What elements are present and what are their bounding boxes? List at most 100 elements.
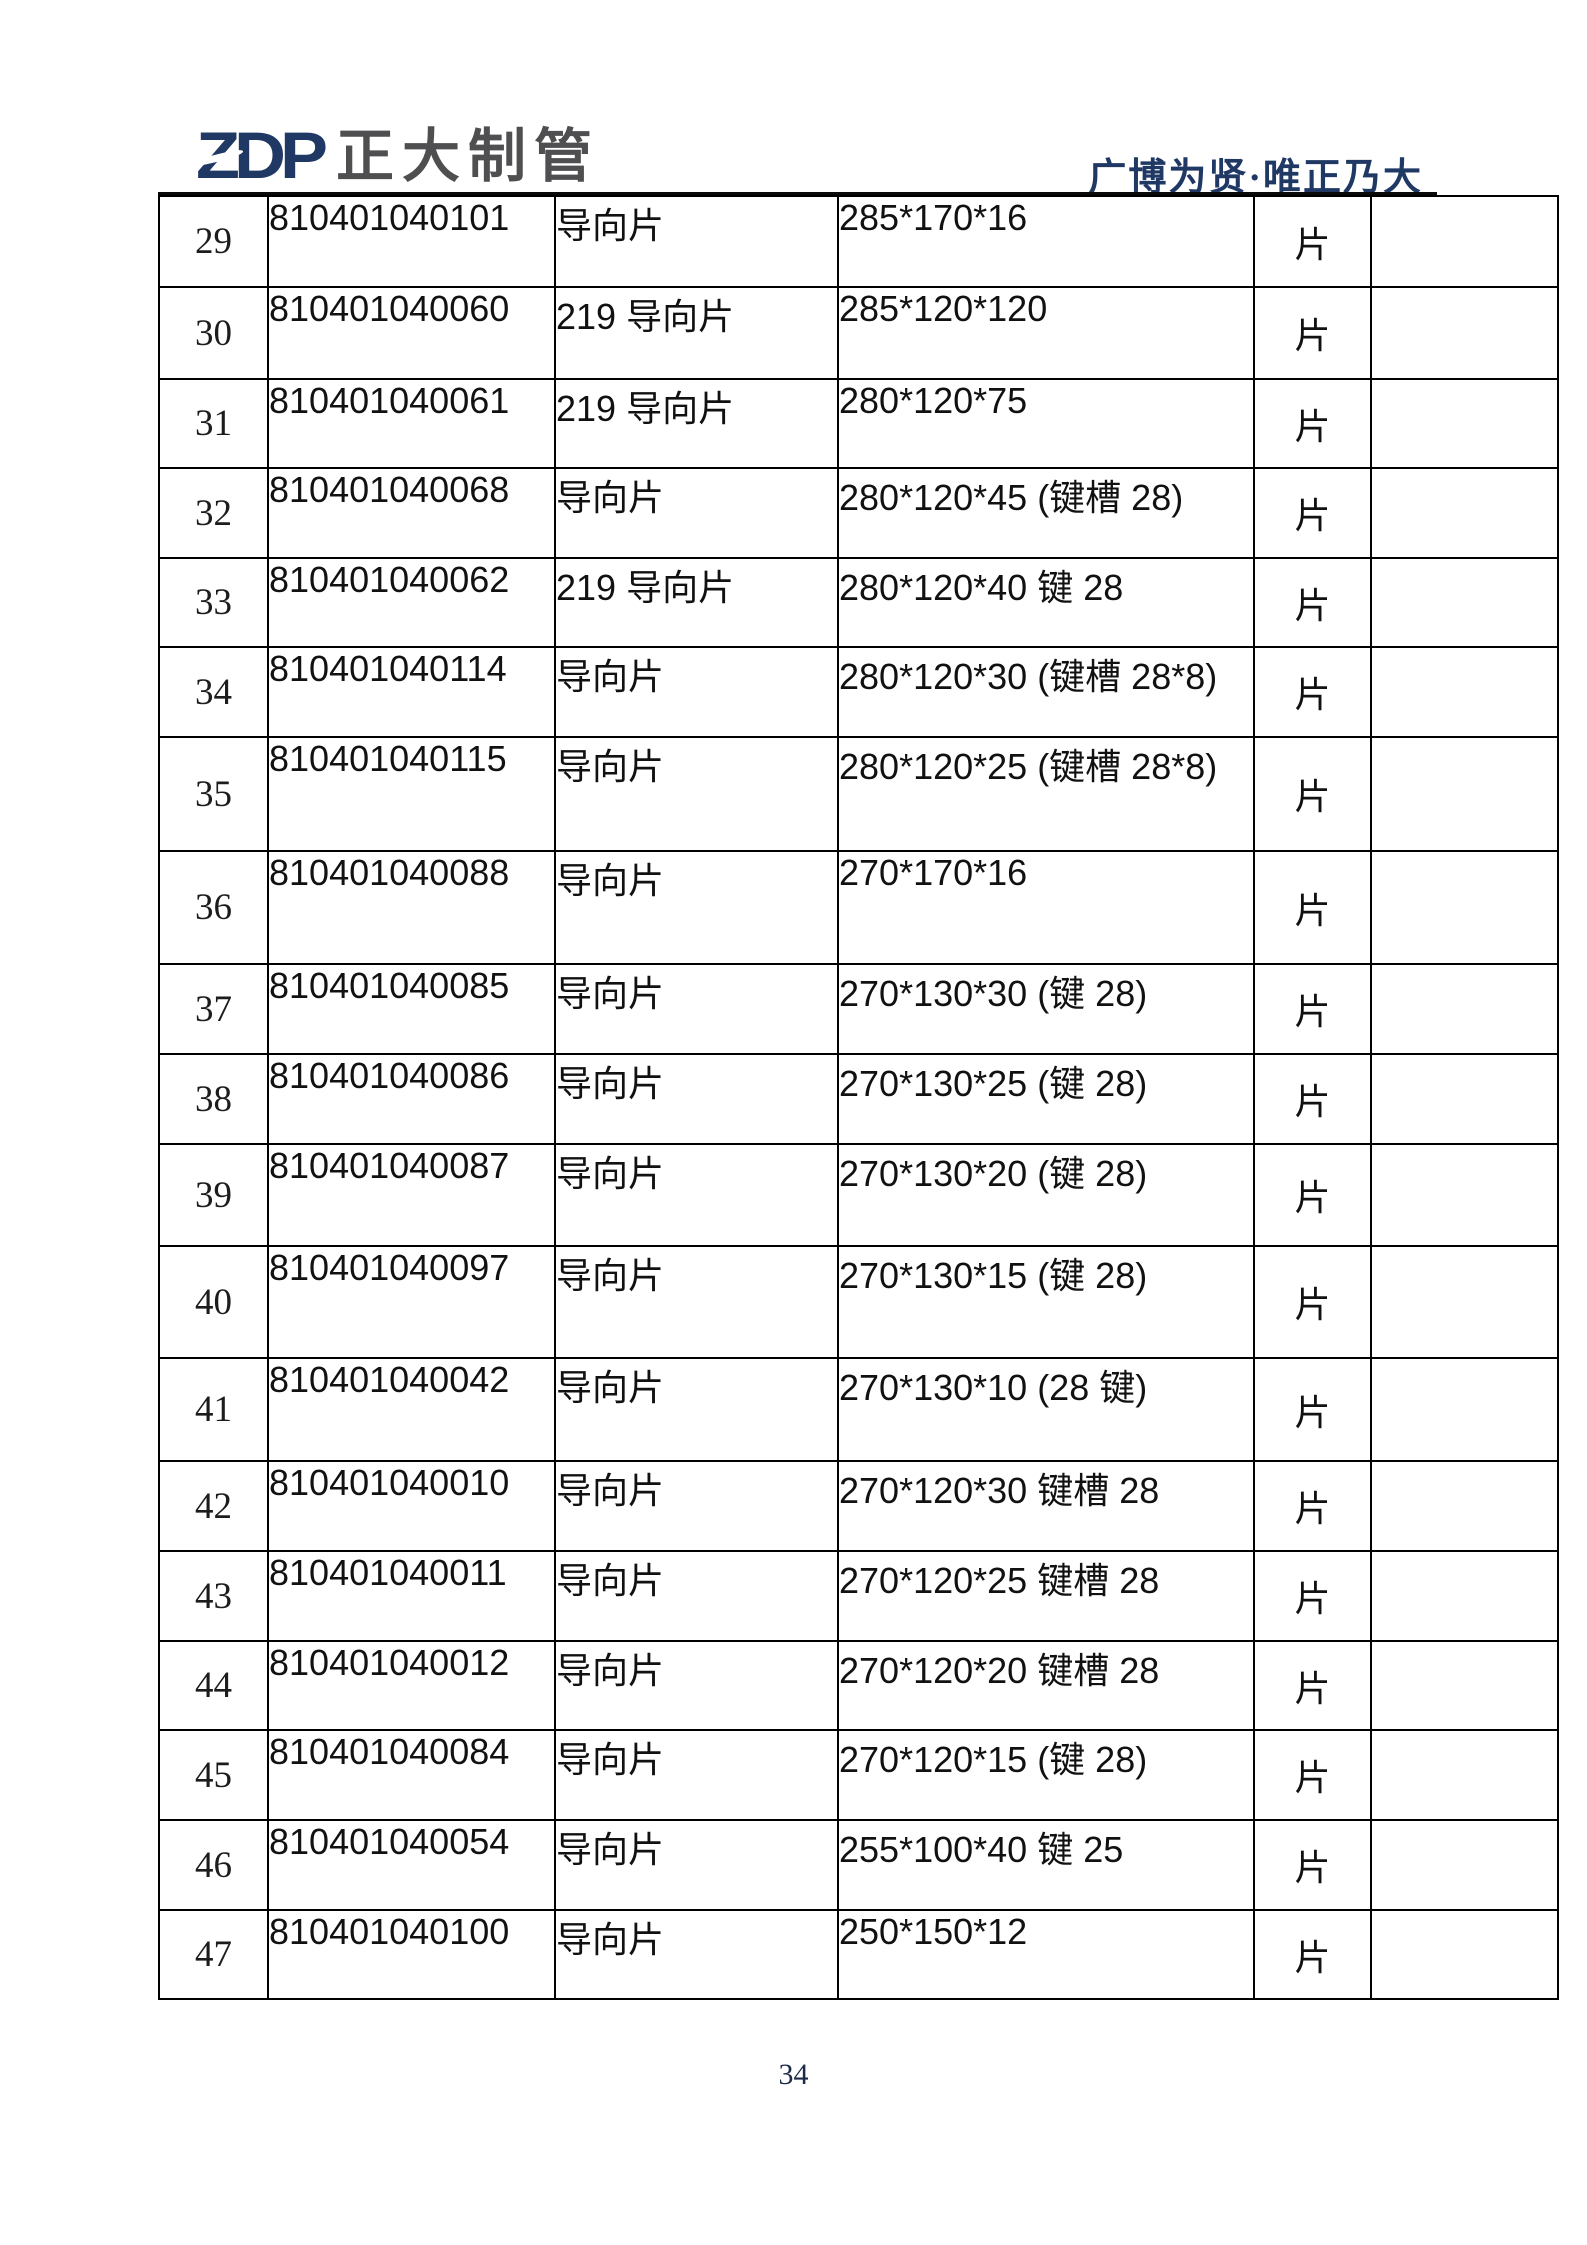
item-name-cell: 219 导向片 xyxy=(554,557,839,648)
row-number-cell: 47 xyxy=(158,1909,269,2000)
item-name-cell: 导向片 xyxy=(554,1143,839,1247)
item-name-cell: 导向片 xyxy=(554,963,839,1055)
table-row: 29 810401040101 导向片 285*170*16 片 xyxy=(158,195,1559,288)
table-row: 35 810401040115 导向片 280*120*25 (键槽 28*8) 片 xyxy=(158,736,1559,852)
remark-cell xyxy=(1370,1357,1559,1462)
spec-cell: 285*120*120 xyxy=(837,286,1255,380)
table-row: 37 810401040085 导向片 270*130*30 (键 28) 片 xyxy=(158,963,1559,1055)
unit-cell: 片 xyxy=(1253,1143,1372,1247)
spec-cell: 270*130*15 (键 28) xyxy=(837,1245,1255,1359)
table-row: 33 810401040062 219 导向片 280*120*40 键 28 片 xyxy=(158,557,1559,648)
item-code-cell: 810401040097 xyxy=(267,1245,556,1359)
row-number-cell: 40 xyxy=(158,1245,269,1359)
row-number-cell: 37 xyxy=(158,963,269,1055)
unit-cell: 片 xyxy=(1253,1245,1372,1359)
remark-cell xyxy=(1370,1819,1559,1911)
spec-cell: 280*120*40 键 28 xyxy=(837,557,1255,648)
item-code-cell: 810401040100 xyxy=(267,1909,556,2000)
item-code-cell: 810401040042 xyxy=(267,1357,556,1462)
unit-cell: 片 xyxy=(1253,1819,1372,1911)
remark-cell xyxy=(1370,557,1559,648)
table-row: 31 810401040061 219 导向片 280*120*75 片 xyxy=(158,378,1559,469)
item-name-cell: 导向片 xyxy=(554,1909,839,2000)
remark-cell xyxy=(1370,1143,1559,1247)
unit-cell: 片 xyxy=(1253,378,1372,469)
table-row: 39 810401040087 导向片 270*130*20 (键 28) 片 xyxy=(158,1143,1559,1247)
unit-cell: 片 xyxy=(1253,467,1372,559)
table-row: 46 810401040054 导向片 255*100*40 键 25 片 xyxy=(158,1819,1559,1911)
spec-cell: 280*120*45 (键槽 28) xyxy=(837,467,1255,559)
unit-cell: 片 xyxy=(1253,850,1372,965)
page-number: 34 xyxy=(778,2058,809,2091)
remark-cell xyxy=(1370,1729,1559,1821)
item-name-cell: 导向片 xyxy=(554,1053,839,1145)
table-row: 43 810401040011 导向片 270*120*25 键槽 28 片 xyxy=(158,1550,1559,1642)
item-code-cell: 810401040012 xyxy=(267,1640,556,1731)
unit-cell: 片 xyxy=(1253,736,1372,852)
row-number-cell: 31 xyxy=(158,378,269,469)
table-row: 34 810401040114 导向片 280*120*30 (键槽 28*8) 片 xyxy=(158,646,1559,738)
row-number-cell: 41 xyxy=(158,1357,269,1462)
unit-cell: 片 xyxy=(1253,1909,1372,2000)
page-footer: 34 xyxy=(0,2058,1587,2092)
spec-cell: 270*120*30 键槽 28 xyxy=(837,1460,1255,1552)
item-code-cell: 810401040088 xyxy=(267,850,556,965)
header-rule xyxy=(158,192,1437,197)
remark-cell xyxy=(1370,195,1559,288)
item-code-cell: 810401040011 xyxy=(267,1550,556,1642)
item-code-cell: 810401040010 xyxy=(267,1460,556,1552)
spec-cell: 270*170*16 xyxy=(837,850,1255,965)
remark-cell xyxy=(1370,736,1559,852)
spec-cell: 280*120*75 xyxy=(837,378,1255,469)
item-code-cell: 810401040087 xyxy=(267,1143,556,1247)
company-name: 正大制管 xyxy=(336,124,601,190)
spec-cell: 270*130*25 (键 28) xyxy=(837,1053,1255,1145)
table-row: 40 810401040097 导向片 270*130*15 (键 28) 片 xyxy=(158,1245,1559,1359)
item-name-cell: 导向片 xyxy=(554,1245,839,1359)
unit-cell: 片 xyxy=(1253,1729,1372,1821)
item-code-cell: 810401040060 xyxy=(267,286,556,380)
remark-cell xyxy=(1370,1640,1559,1731)
item-name-cell: 导向片 xyxy=(554,1357,839,1462)
item-code-cell: 810401040062 xyxy=(267,557,556,648)
table-row: 44 810401040012 导向片 270*120*20 键槽 28 片 xyxy=(158,1640,1559,1731)
item-code-cell: 810401040061 xyxy=(267,378,556,469)
unit-cell: 片 xyxy=(1253,646,1372,738)
remark-cell xyxy=(1370,963,1559,1055)
item-name-cell: 导向片 xyxy=(554,1729,839,1821)
row-number-cell: 39 xyxy=(158,1143,269,1247)
unit-cell: 片 xyxy=(1253,286,1372,380)
remark-cell xyxy=(1370,467,1559,559)
row-number-cell: 30 xyxy=(158,286,269,380)
item-name-cell: 导向片 xyxy=(554,1460,839,1552)
item-name-cell: 导向片 xyxy=(554,195,839,288)
table-row: 36 810401040088 导向片 270*170*16 片 xyxy=(158,850,1559,965)
unit-cell: 片 xyxy=(1253,1550,1372,1642)
row-number-cell: 32 xyxy=(158,467,269,559)
item-name-cell: 导向片 xyxy=(554,736,839,852)
table-row: 30 810401040060 219 导向片 285*120*120 片 xyxy=(158,286,1559,380)
spec-cell: 270*120*15 (键 28) xyxy=(837,1729,1255,1821)
row-number-cell: 44 xyxy=(158,1640,269,1731)
spec-cell: 250*150*12 xyxy=(837,1909,1255,2000)
row-number-cell: 42 xyxy=(158,1460,269,1552)
row-number-cell: 43 xyxy=(158,1550,269,1642)
item-code-cell: 810401040114 xyxy=(267,646,556,738)
item-name-cell: 导向片 xyxy=(554,1550,839,1642)
spec-cell: 255*100*40 键 25 xyxy=(837,1819,1255,1911)
remark-cell xyxy=(1370,1550,1559,1642)
spec-cell: 270*120*25 键槽 28 xyxy=(837,1550,1255,1642)
spec-cell: 280*120*30 (键槽 28*8) xyxy=(837,646,1255,738)
item-code-cell: 810401040054 xyxy=(267,1819,556,1911)
table-row: 45 810401040084 导向片 270*120*15 (键 28) 片 xyxy=(158,1729,1559,1821)
table-row: 41 810401040042 导向片 270*130*10 (28 键) 片 xyxy=(158,1357,1559,1462)
remark-cell xyxy=(1370,378,1559,469)
remark-cell xyxy=(1370,286,1559,380)
spec-cell: 270*130*10 (28 键) xyxy=(837,1357,1255,1462)
item-name-cell: 导向片 xyxy=(554,850,839,965)
table-row: 38 810401040086 导向片 270*130*25 (键 28) 片 xyxy=(158,1053,1559,1145)
row-number-cell: 34 xyxy=(158,646,269,738)
table-row: 42 810401040010 导向片 270*120*30 键槽 28 片 xyxy=(158,1460,1559,1552)
remark-cell xyxy=(1370,1053,1559,1145)
item-code-cell: 810401040101 xyxy=(267,195,556,288)
